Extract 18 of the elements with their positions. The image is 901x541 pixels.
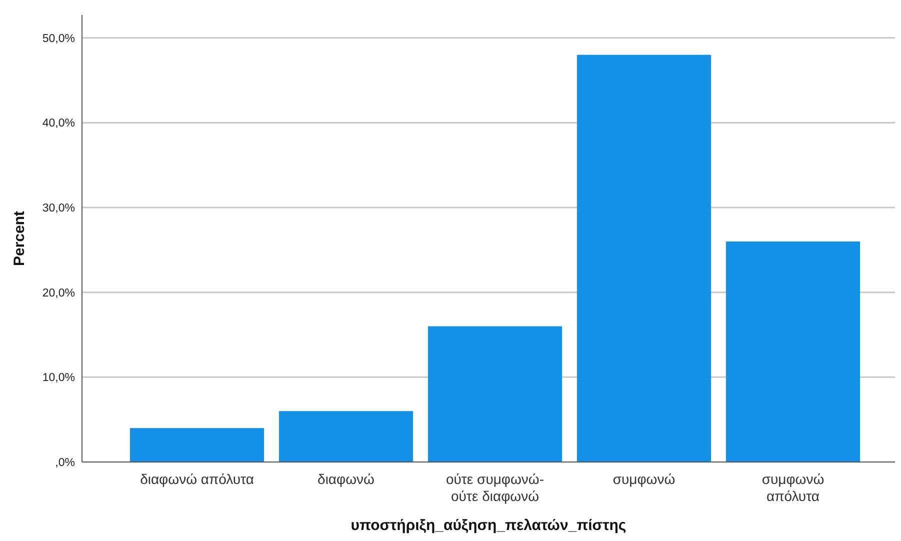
x-tick-label: διαφωνώ απόλυτα [140, 471, 254, 487]
bar [576, 54, 712, 462]
x-tick-label: συμφωνώ απόλυτα [762, 471, 824, 504]
y-tick-label: 50,0% [42, 32, 75, 45]
y-axis-title: Percent [11, 210, 28, 266]
y-tick-label: 20,0% [42, 287, 75, 300]
x-tick-label: διαφωνώ [318, 471, 375, 487]
y-tick-label: 30,0% [42, 202, 75, 215]
y-tick-label: 10,0% [42, 372, 75, 384]
x-axis-title: υποστήριξη_αύξηση_πελατών_πίστης [350, 517, 626, 534]
y-tick-label: ,0% [55, 457, 75, 470]
y-tick-label: 40,0% [42, 118, 75, 130]
x-tick-label: ούτε συμφωνώ- ούτε διαφωνώ [446, 471, 544, 504]
bar [130, 428, 264, 462]
bar [278, 411, 414, 462]
bar [428, 326, 562, 462]
bar [726, 241, 860, 462]
x-tick-label: συμφωνώ [612, 471, 676, 487]
